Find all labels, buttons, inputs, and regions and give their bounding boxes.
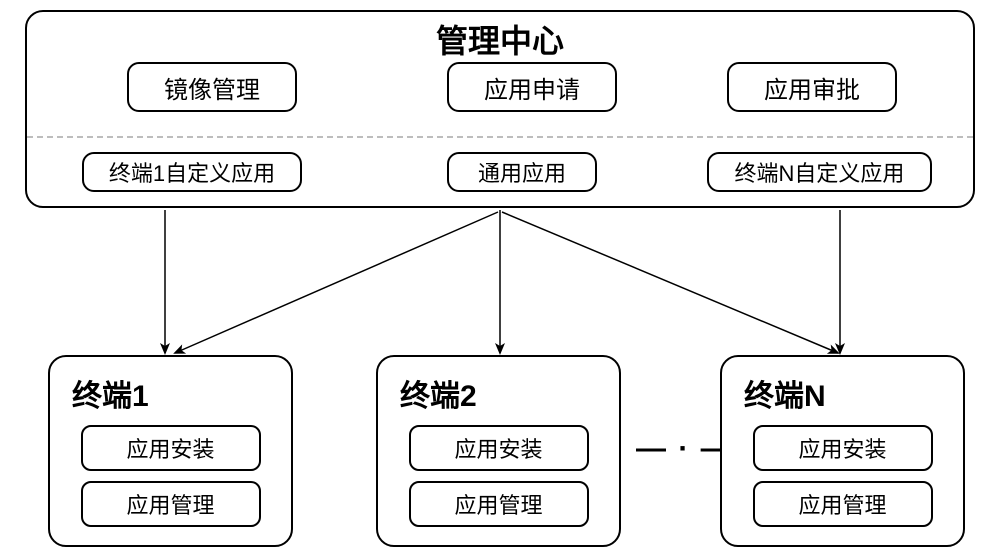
mgmt-bot-pill: 终端N自定义应用 [707,152,932,192]
pill-label: 应用安装 [798,432,886,464]
mgmt-bot-pill: 通用应用 [447,152,597,192]
mgmt-top-pill: 应用审批 [727,62,897,112]
mgmt-top-pill: 镜像管理 [127,62,297,112]
pill-label: 终端1自定义应用 [109,156,275,188]
terminal-box: 终端N 应用安装 应用管理 [720,355,965,547]
terminal-manage-pill: 应用管理 [409,481,589,527]
terminal-manage-pill: 应用管理 [81,481,261,527]
pill-label: 应用审批 [764,70,860,105]
management-center-panel: 管理中心 镜像管理 应用申请 应用审批 终端1自定义应用 通用应用 终端N自定义… [25,10,975,208]
pill-label: 应用管理 [126,488,214,520]
terminal-install-pill: 应用安装 [753,425,933,471]
pill-label: 终端N自定义应用 [735,156,905,188]
pill-label: 应用申请 [484,70,580,105]
terminal-manage-pill: 应用管理 [753,481,933,527]
pill-label: 应用安装 [454,432,542,464]
terminal-title: 终端N [744,371,963,415]
pill-label: 应用管理 [454,488,542,520]
terminal-box: 终端2 应用安装 应用管理 [376,355,621,547]
mgmt-bot-pill: 终端1自定义应用 [82,152,302,192]
ellipsis: — · — [636,432,733,466]
mgmt-dashed-divider [27,136,973,138]
pill-label: 应用管理 [798,488,886,520]
terminal-title: 终端1 [72,371,291,415]
mgmt-top-pill: 应用申请 [447,62,617,112]
pill-label: 镜像管理 [164,70,260,105]
pill-label: 应用安装 [126,432,214,464]
mgmt-bottom-row: 终端1自定义应用 通用应用 终端N自定义应用 [27,152,973,202]
terminal-title: 终端2 [400,371,619,415]
pill-label: 通用应用 [478,156,566,188]
terminal-install-pill: 应用安装 [409,425,589,471]
terminal-install-pill: 应用安装 [81,425,261,471]
mgmt-top-row: 镜像管理 应用申请 应用审批 [27,62,973,122]
terminal-box: 终端1 应用安装 应用管理 [48,355,293,547]
management-center-title: 管理中心 [27,16,973,62]
